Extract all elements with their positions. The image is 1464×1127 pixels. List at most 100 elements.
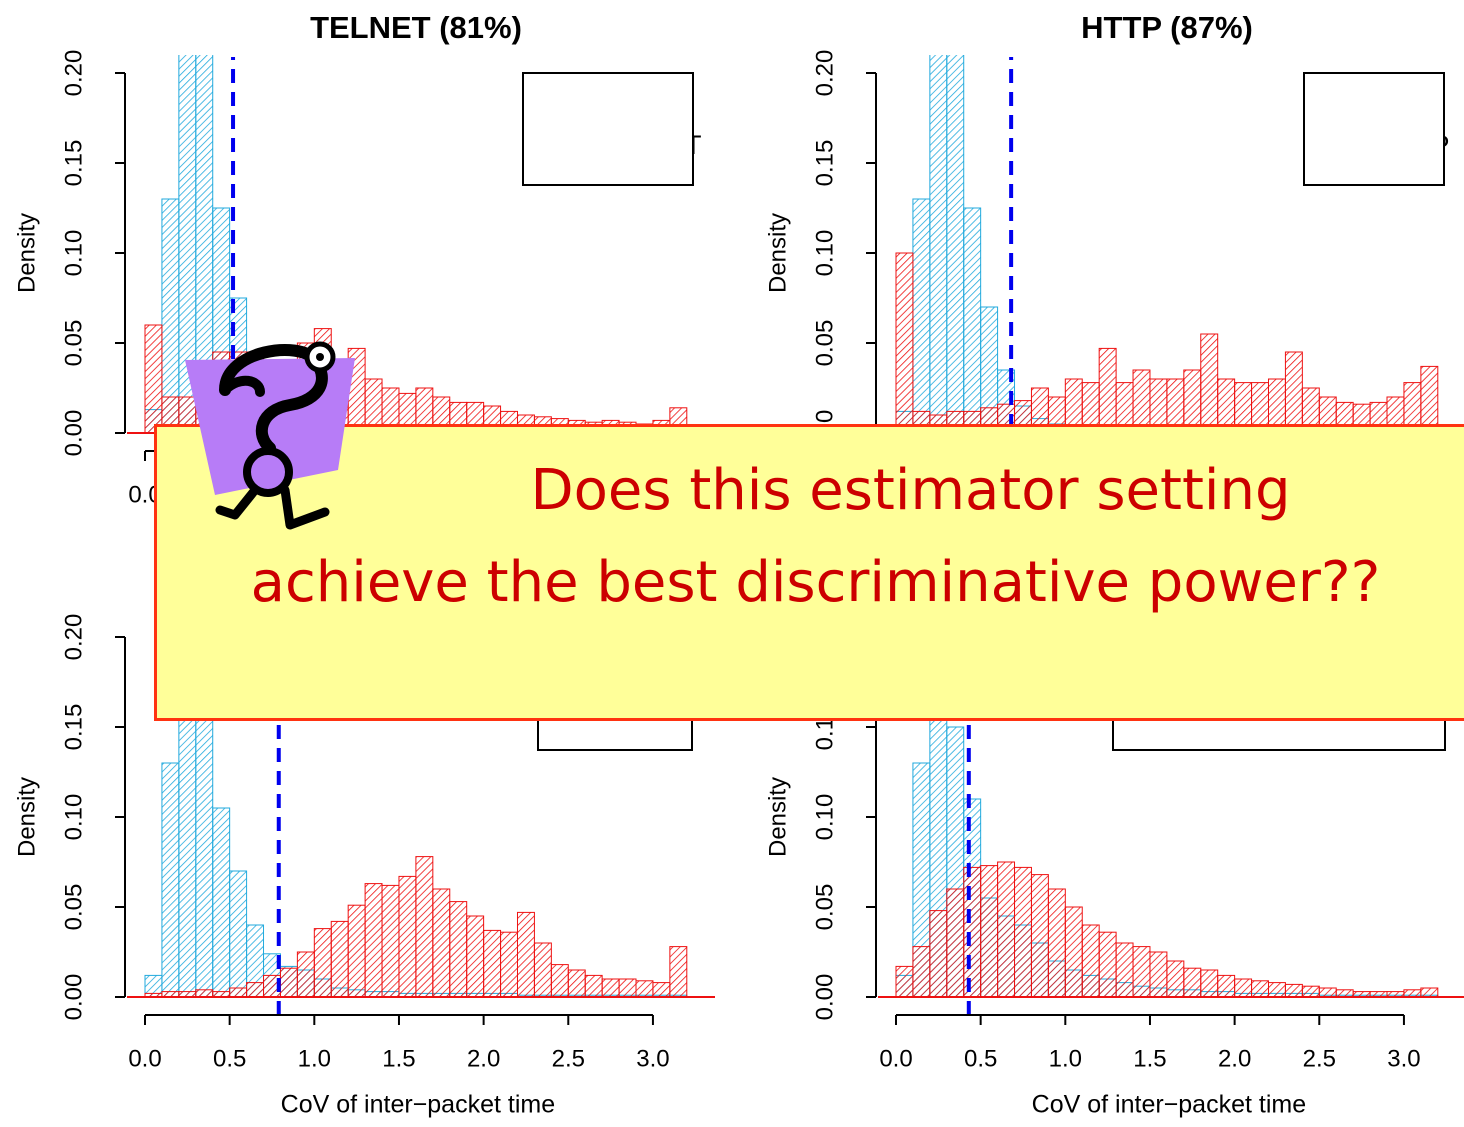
bar: [635, 980, 654, 998]
bar: [929, 55, 948, 434]
x-tick-label: 0.0: [128, 1045, 161, 1072]
bar: [1301, 985, 1320, 998]
bar: [1081, 924, 1100, 998]
chart-title: TELNET (81%): [310, 10, 522, 45]
bar: [1267, 982, 1286, 998]
y-axis-label: Density: [13, 213, 40, 293]
bar: [466, 915, 485, 998]
clipart-pupil: [316, 353, 324, 361]
y-tick-label: 0.15: [60, 704, 87, 751]
y-axis-label: Density: [764, 213, 791, 293]
bar: [364, 883, 383, 998]
bar: [997, 861, 1016, 998]
y-axis-label: Density: [764, 777, 791, 857]
bar: [1098, 931, 1117, 998]
bar: [929, 910, 948, 998]
bar: [963, 207, 982, 434]
y-axis-label: Density: [13, 777, 40, 857]
y-tick-label: 0.00: [60, 410, 87, 457]
y-tick-label: 0.10: [60, 794, 87, 841]
bar: [550, 964, 569, 998]
bar: [161, 762, 180, 998]
bar: [963, 866, 982, 998]
bar: [1420, 987, 1439, 998]
bar: [912, 198, 931, 434]
bar: [1014, 866, 1032, 998]
plot-area: [895, 55, 1439, 434]
x-tick-label: 0.0: [879, 1045, 912, 1072]
bar: [601, 978, 620, 998]
bar: [1251, 980, 1269, 998]
x-axis-label: CoV of inter−packet time: [1032, 1091, 1306, 1119]
y-tick-label: 0.05: [811, 320, 838, 367]
bar: [500, 931, 518, 998]
x-tick-label: 3.0: [1387, 1045, 1420, 1072]
bar: [1318, 987, 1337, 998]
y-tick-label: 0.05: [60, 884, 87, 931]
bar: [895, 965, 914, 998]
callout: Does this estimator setting achieve the …: [154, 424, 1464, 721]
plot-area: [895, 681, 1439, 998]
y-tick-label: 0.05: [811, 884, 838, 931]
legend-box: [522, 72, 694, 186]
bar: [330, 920, 349, 998]
x-tick-label: 1.5: [1133, 1045, 1166, 1072]
question-clipart: [185, 341, 355, 530]
bar: [946, 888, 965, 998]
bar: [178, 672, 197, 998]
bar: [1234, 978, 1253, 998]
bar: [229, 987, 248, 998]
bar: [1200, 333, 1219, 434]
y-tick-label: 0.20: [60, 614, 87, 661]
y-tick-label: 0.10: [60, 230, 87, 277]
chart-title: HTTP (87%): [1081, 10, 1253, 45]
bar: [1284, 351, 1303, 434]
bar: [1149, 951, 1168, 998]
bar: [516, 911, 535, 998]
bar: [195, 989, 214, 998]
y-tick-label: 0.00: [811, 974, 838, 1021]
x-axis-label: CoV of inter−packet time: [281, 1091, 555, 1119]
x-tick-label: 1.0: [1049, 1045, 1082, 1072]
bar: [1335, 989, 1354, 998]
x-tick-label: 2.0: [467, 1045, 500, 1072]
bar: [483, 929, 502, 998]
y-tick-label: 0.15: [60, 140, 87, 187]
y-tick-label: 0.05: [60, 320, 87, 367]
bar: [279, 967, 298, 998]
bar: [618, 978, 637, 998]
bar: [398, 875, 417, 998]
bar: [144, 324, 163, 434]
bar: [1420, 365, 1439, 434]
bar: [1284, 983, 1303, 998]
x-tick-label: 1.5: [382, 1045, 415, 1072]
bar: [1047, 888, 1066, 998]
y-tick-label: 0.10: [811, 794, 838, 841]
bar: [229, 870, 248, 998]
y-tick-label: 0.00: [60, 974, 87, 1021]
bar: [652, 982, 671, 998]
x-tick-label: 0.5: [213, 1045, 246, 1072]
bar: [1132, 946, 1151, 998]
bar: [669, 946, 688, 998]
bar: [313, 928, 332, 998]
bar: [912, 946, 931, 998]
y-tick-label: 0.15: [811, 140, 838, 187]
bar: [195, 708, 214, 998]
bar: [895, 252, 914, 434]
clipart-hook: [220, 375, 265, 397]
bar: [567, 969, 586, 998]
bar: [296, 951, 315, 998]
bar: [1166, 960, 1185, 998]
bar: [212, 807, 231, 998]
x-tick-label: 2.0: [1218, 1045, 1251, 1072]
y-tick-label: 0.20: [811, 50, 838, 97]
bar: [584, 974, 603, 998]
bar: [1217, 974, 1236, 998]
legend-box: [1303, 72, 1445, 186]
bar: [1115, 942, 1134, 998]
x-tick-label: 2.5: [552, 1045, 585, 1072]
bar: [449, 901, 468, 998]
bar: [1403, 989, 1422, 998]
